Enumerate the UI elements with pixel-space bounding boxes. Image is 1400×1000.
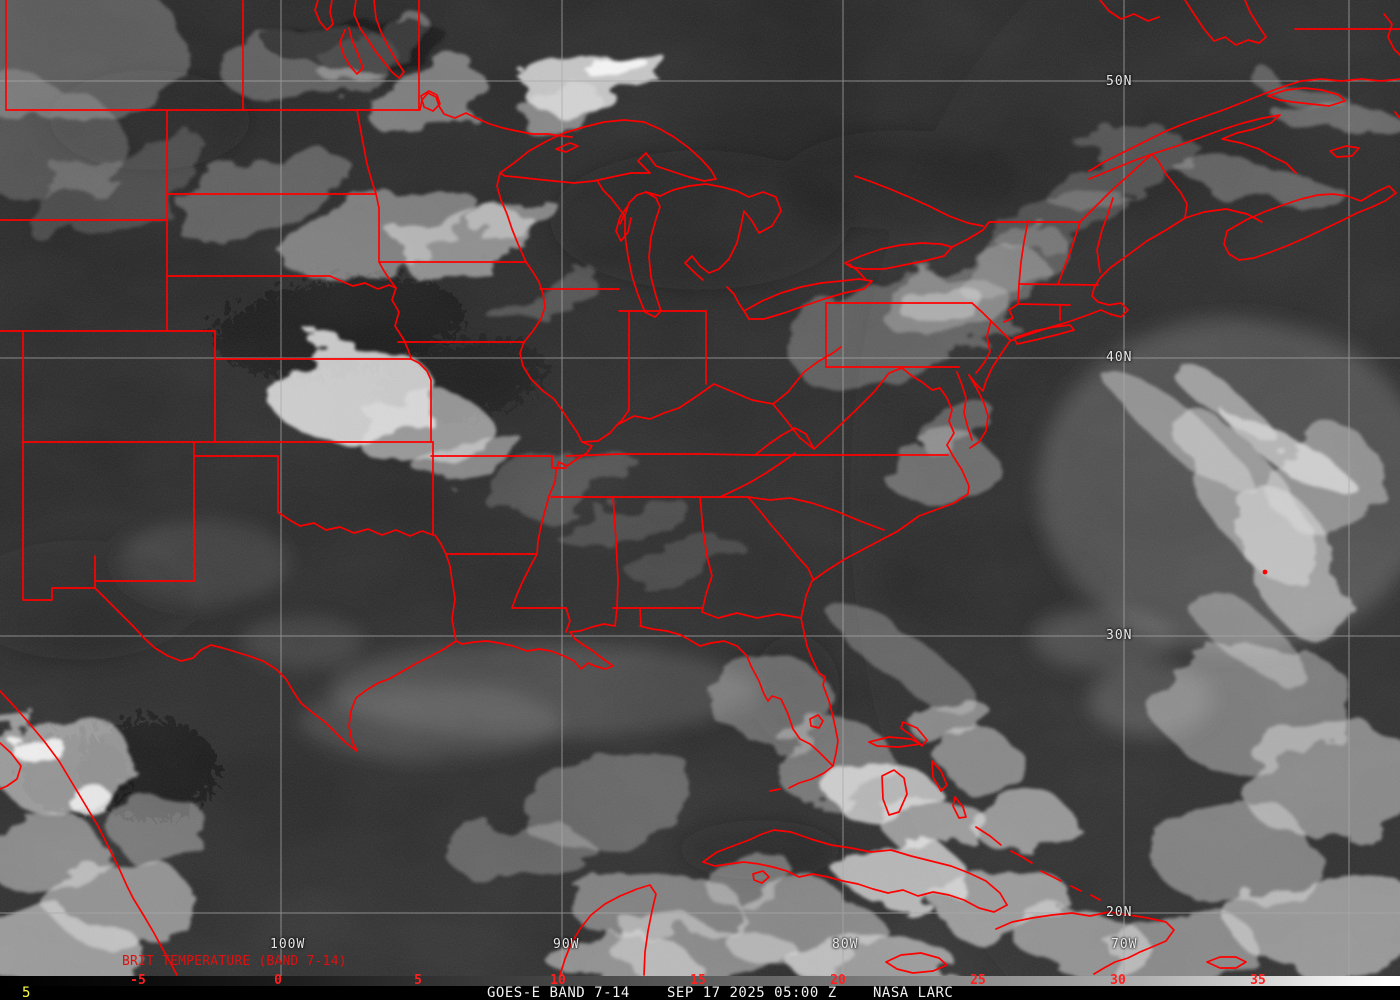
colorbar-tick: 25	[970, 973, 986, 988]
colorbar-tick: 10	[550, 973, 566, 988]
colorbar-tick: 30	[1110, 973, 1126, 988]
colorbar-tick: 5	[414, 973, 422, 988]
longitude-label: 70W	[1111, 937, 1138, 952]
political-boundaries-overlay	[0, 0, 1400, 976]
product-label: BRIT TEMPERATURE (BAND 7-14)	[122, 954, 347, 969]
longitude-label: 80W	[832, 937, 859, 952]
colorbar-tick: -5	[130, 973, 146, 988]
latitude-label: 40N	[1106, 350, 1133, 365]
grain-texture	[0, 0, 1400, 976]
product-name: GOES-E BAND 7-14	[487, 985, 630, 1000]
brightness-temperature-colorbar: -5 0 5 10 15 20 25 30 35	[0, 973, 1400, 988]
longitude-label: 100W	[270, 937, 306, 952]
colorbar-tick: 35	[1250, 973, 1266, 988]
latitude-label: 50N	[1106, 74, 1133, 89]
colorbar-tick: 15	[690, 973, 706, 988]
satellite-image	[0, 0, 1400, 976]
longitude-label: 90W	[553, 937, 580, 952]
status-bar: 5 GOES-E BAND 7-14 SEP 17 2025 05:00 Z N…	[0, 986, 1400, 1000]
latitude-label: 20N	[1106, 905, 1133, 920]
data-source: NASA LARC	[873, 985, 954, 1000]
frame-counter: 5	[22, 985, 31, 1000]
timestamp: SEP 17 2025 05:00 Z	[667, 985, 837, 1000]
latitude-label: 30N	[1106, 628, 1133, 643]
latlon-gridlines	[0, 0, 1400, 976]
colorbar-tick: 0	[274, 973, 282, 988]
satellite-scene: 50N 40N 30N 20N 100W 90W 80W 70W BRIT TEMPERATU…	[0, 0, 1400, 976]
colorbar-tick: 20	[830, 973, 846, 988]
bermuda-marker	[1262, 569, 1268, 575]
